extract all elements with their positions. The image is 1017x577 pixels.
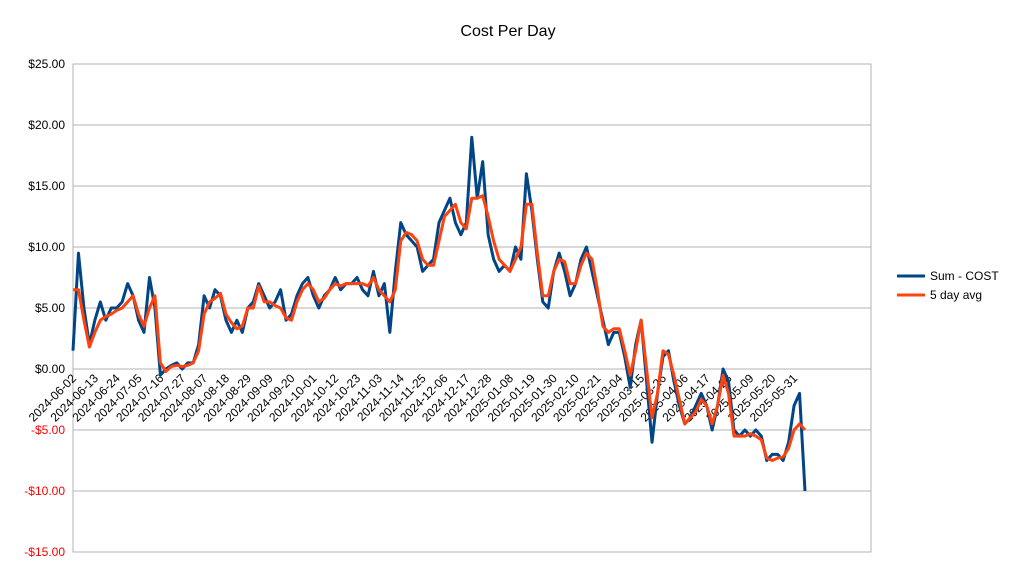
y-tick-label: $5.00 xyxy=(35,301,65,315)
y-tick-label: $10.00 xyxy=(28,240,65,254)
chart-title: Cost Per Day xyxy=(460,23,555,40)
legend-label: Sum - COST xyxy=(930,269,999,283)
y-tick-label: $15.00 xyxy=(28,179,65,193)
y-tick-label: $25.00 xyxy=(28,57,65,71)
series-line xyxy=(73,194,807,462)
legend-label: 5 day avg xyxy=(930,288,982,302)
y-tick-label: $20.00 xyxy=(28,118,65,132)
y-tick-label: $0.00 xyxy=(35,362,65,376)
y-tick-label: -$10.00 xyxy=(24,484,65,498)
y-tick-label: -$5.00 xyxy=(31,423,65,437)
y-tick-label: -$15.00 xyxy=(24,545,65,559)
